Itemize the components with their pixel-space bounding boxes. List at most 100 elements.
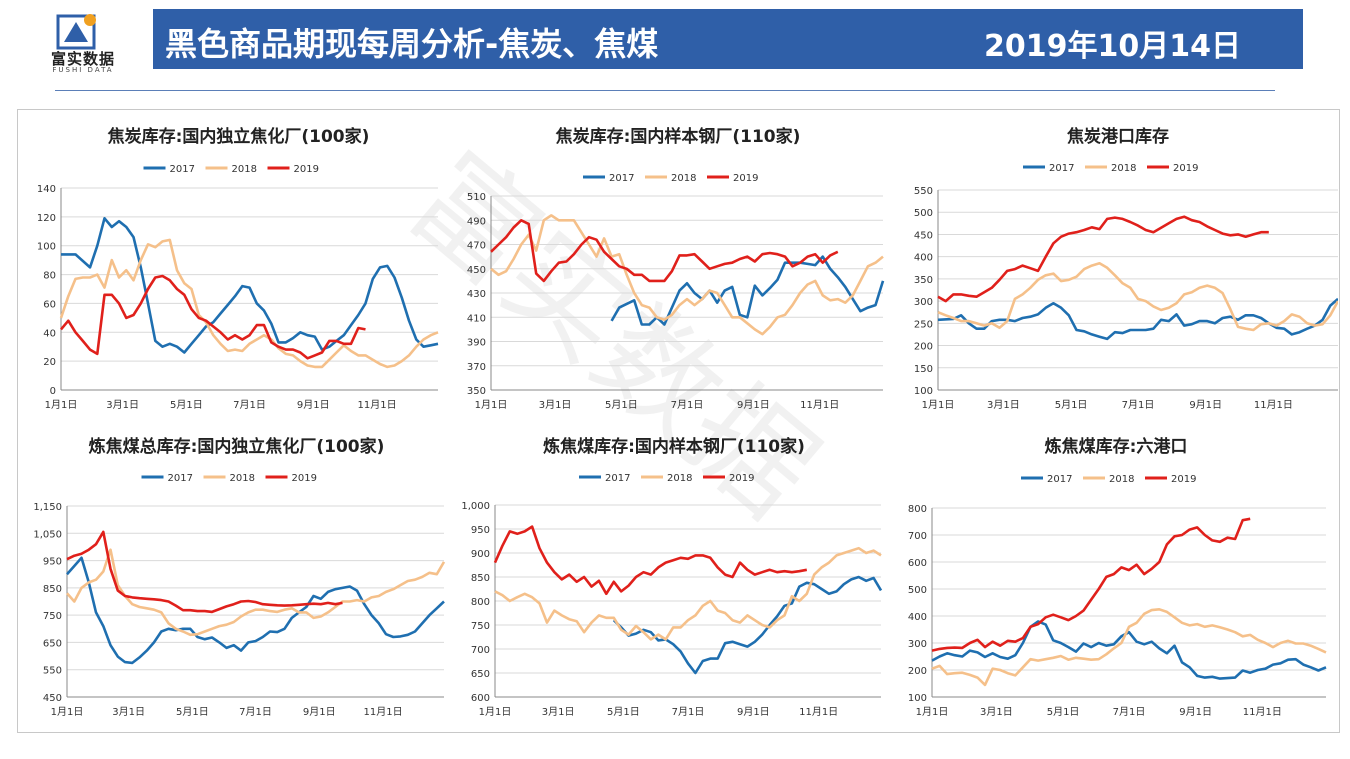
y-tick-label: 200 [914,342,933,353]
x-tick-label: 5月1日 [1055,399,1088,411]
x-tick-label: 11月1日 [364,706,403,718]
y-tick-label: 100 [37,242,56,253]
y-tick-label: 150 [914,364,933,375]
y-tick-label: 600 [471,693,490,704]
y-tick-label: 800 [908,504,927,515]
x-tick-label: 9月1日 [737,399,770,411]
y-tick-label: 1,000 [461,501,490,512]
x-tick-label: 1月1日 [479,706,512,718]
y-tick-label: 300 [908,639,927,650]
y-tick-label: 350 [914,275,933,286]
logo-subtext: FUSHI DATA [52,66,114,74]
x-tick-label: 5月1日 [607,706,640,718]
y-tick-label: 410 [467,313,486,324]
y-tick-label: 700 [471,645,490,656]
y-tick-label: 750 [43,611,62,622]
legend-label: 2017 [168,473,193,484]
legend-label: 2018 [1109,474,1134,485]
x-tick-label: 5月1日 [605,399,638,411]
legend-label: 2018 [232,164,257,175]
legend-label: 2018 [230,473,255,484]
y-tick-label: 40 [43,328,56,339]
x-tick-label: 7月1日 [672,706,705,718]
chart-title: 焦炭库存:国内样本钢厂(110家) [555,127,801,147]
legend-label: 2018 [671,173,696,184]
series-line-2017 [931,620,1327,680]
legend-label: 2017 [1049,163,1074,174]
chart-svg: 350 370 390 410 430 450 470 490 510 1月1日 3月1日 5月1日 7… [467,173,885,411]
series-line-2018 [931,608,1327,687]
chart-svg: 600 650 700 750 800 850 900 950 1,000 1月1日 3月1日 5月1… [461,473,883,718]
x-tick-label: 7月1日 [1113,706,1146,718]
legend-label: 2019 [292,473,317,484]
legend-label: 2019 [733,173,758,184]
y-tick-label: 950 [471,525,490,536]
y-tick-label: 370 [467,362,486,373]
y-tick-label: 60 [43,299,56,310]
y-tick-label: 800 [471,597,490,608]
y-tick-label: 400 [914,253,933,264]
legend-label: 2019 [294,164,319,175]
y-tick-label: 750 [471,621,490,632]
y-tick-label: 510 [467,192,486,203]
chart-panel-coke-port: 焦炭港口库存 100 150 200 250 300 350 400 450 500 550 1月1… [898,110,1338,420]
x-tick-label: 3月1日 [112,706,145,718]
legend-label: 2019 [729,473,754,484]
x-tick-label: 3月1日 [987,399,1020,411]
x-tick-label: 9月1日 [303,706,336,718]
charts-frame [17,109,1340,733]
series-line-2017 [937,297,1338,341]
logo-text: 富实数据 [50,50,115,68]
y-tick-label: 900 [471,549,490,560]
x-tick-label: 3月1日 [539,399,572,411]
legend-label: 2019 [1173,163,1198,174]
series-line-2017 [612,575,883,675]
series-line-2019 [931,517,1251,652]
header-divider [55,90,1275,91]
report-date: 2019年10月14日 [984,29,1241,64]
x-tick-label: 5月1日 [176,706,209,718]
x-tick-label: 5月1日 [1047,706,1080,718]
series-line-2018 [937,262,1338,332]
x-tick-label: 3月1日 [106,399,139,411]
x-tick-label: 9月1日 [1179,706,1212,718]
series-line-2017 [66,556,445,665]
x-tick-label: 11月1日 [799,706,838,718]
y-tick-label: 400 [908,612,927,623]
y-tick-label: 490 [467,216,486,227]
series-line-2019 [937,215,1269,303]
chart-title: 炼焦煤库存:国内样本钢厂(110家) [543,437,805,457]
series-line-2018 [59,238,439,369]
legend-label: 2017 [605,473,630,484]
y-tick-label: 500 [914,208,933,219]
x-tick-label: 3月1日 [980,706,1013,718]
x-tick-label: 11月1日 [800,399,839,411]
y-tick-label: 250 [914,319,933,330]
chart-panel-coke-independent: 焦炭库存:国内独立焦化厂(100家) 0 20 40 60 80 100 120 140 1月1… [19,110,458,420]
y-tick-label: 700 [908,531,927,542]
x-tick-label: 1月1日 [916,706,949,718]
x-tick-label: 7月1日 [233,399,266,411]
y-tick-label: 200 [908,666,927,677]
y-tick-label: 80 [43,271,56,282]
company-logo: 富实数据 FUSHI DATA [28,12,138,74]
chart-title: 焦炭库存:国内独立焦化厂(100家) [107,127,370,147]
y-tick-label: 20 [43,357,56,368]
x-tick-label: 11月1日 [1254,399,1293,411]
y-tick-label: 140 [37,184,56,195]
y-tick-label: 650 [471,669,490,680]
series-line-2018 [66,548,446,637]
logo-mark-icon [56,14,96,50]
y-tick-label: 430 [467,289,486,300]
chart-svg: 450 550 650 750 850 950 1,050 1,150 1月1日 3月1日 5月1日… [33,473,446,718]
x-tick-label: 11月1日 [358,399,397,411]
y-tick-label: 350 [467,386,486,397]
y-tick-label: 600 [908,558,927,569]
series-line-2017 [61,217,439,354]
y-tick-label: 120 [37,213,56,224]
y-tick-label: 300 [914,297,933,308]
x-tick-label: 1月1日 [922,399,955,411]
y-tick-label: 850 [471,573,490,584]
legend-label: 2018 [1111,163,1136,174]
x-tick-label: 9月1日 [1189,399,1222,411]
